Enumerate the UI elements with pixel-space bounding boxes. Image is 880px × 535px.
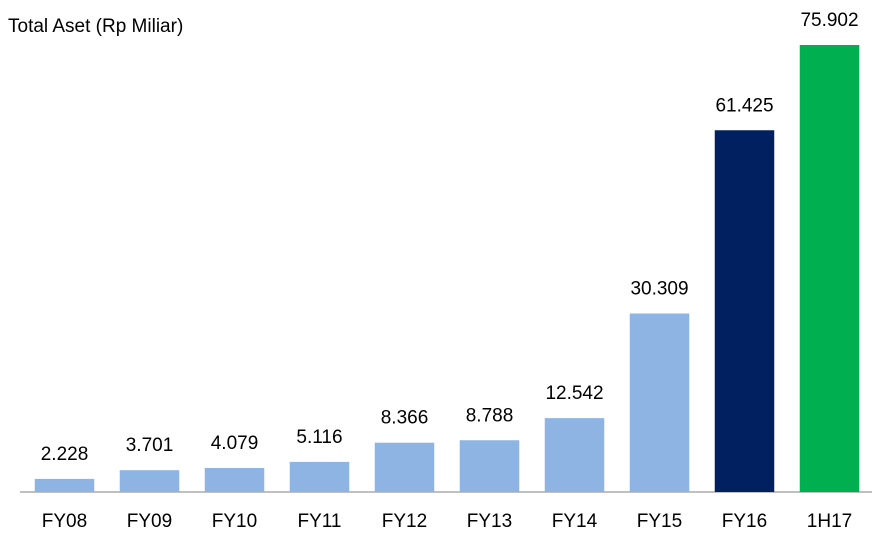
data-label: 75.902 [800, 10, 858, 31]
data-label: 8.366 [381, 408, 429, 429]
data-label: 3.701 [126, 435, 174, 456]
bar [289, 461, 350, 492]
data-label: 5.116 [296, 427, 342, 448]
bar [544, 418, 605, 492]
bar [204, 467, 265, 492]
bar [374, 442, 435, 492]
bar [119, 470, 180, 492]
x-tick-label: FY12 [382, 511, 427, 532]
data-label: 30.309 [630, 279, 688, 300]
data-label: 61.425 [715, 95, 773, 116]
bar [34, 478, 95, 492]
data-label: 2.228 [41, 444, 89, 465]
bar [799, 45, 860, 492]
x-tick-label: FY13 [467, 511, 512, 532]
chart-title: Total Aset (Rp Miliar) [8, 16, 183, 37]
x-tick-label: FY09 [127, 511, 172, 532]
data-label: 8.788 [466, 405, 514, 426]
x-tick-label: 1H17 [807, 511, 852, 532]
data-label: 4.079 [211, 433, 259, 454]
x-tick-label: FY14 [552, 511, 598, 532]
bar [629, 313, 690, 492]
x-tick-label: FY15 [637, 511, 682, 532]
data-label: 12.542 [545, 383, 603, 404]
x-tick-label: FY08 [42, 511, 87, 532]
x-tick-label: FY10 [212, 511, 257, 532]
x-tick-label: FY11 [297, 511, 341, 532]
bar [714, 130, 775, 492]
x-tick-label: FY16 [722, 511, 767, 532]
bar [459, 440, 520, 492]
